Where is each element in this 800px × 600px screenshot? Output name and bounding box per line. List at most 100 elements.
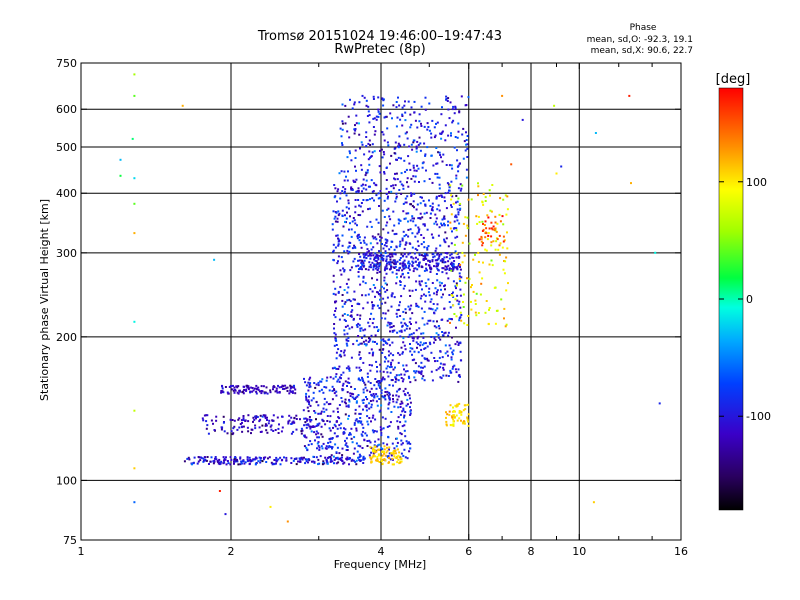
data-point xyxy=(119,174,122,177)
data-point xyxy=(366,445,369,447)
data-point xyxy=(456,165,459,168)
data-point xyxy=(383,244,386,247)
data-point xyxy=(470,286,472,289)
data-point xyxy=(325,379,328,382)
data-point xyxy=(390,326,393,328)
data-point xyxy=(354,199,357,201)
data-point xyxy=(452,265,455,268)
data-point xyxy=(337,255,340,258)
data-point xyxy=(430,336,433,338)
data-point xyxy=(348,298,351,301)
data-point xyxy=(313,410,316,412)
data-point xyxy=(451,351,454,354)
data-point xyxy=(465,139,468,141)
data-point xyxy=(417,231,420,234)
data-point xyxy=(290,432,293,435)
data-point xyxy=(376,370,379,373)
data-point xyxy=(359,369,362,372)
data-point xyxy=(429,319,432,322)
data-point xyxy=(427,319,430,322)
data-point xyxy=(328,445,331,448)
data-point xyxy=(384,391,387,393)
data-point xyxy=(375,256,378,259)
data-point xyxy=(445,266,448,268)
data-point xyxy=(371,394,374,397)
data-point xyxy=(401,115,404,117)
data-point xyxy=(232,389,235,392)
data-point xyxy=(451,367,454,370)
data-point xyxy=(491,184,494,186)
data-point xyxy=(371,277,373,280)
data-point xyxy=(347,286,350,289)
data-point xyxy=(421,366,424,369)
data-point xyxy=(458,162,461,165)
data-point xyxy=(388,452,391,455)
data-point xyxy=(400,295,403,298)
data-point xyxy=(449,221,452,224)
data-point xyxy=(346,156,349,159)
data-point xyxy=(344,398,347,401)
data-point xyxy=(371,307,374,310)
data-point xyxy=(338,172,341,175)
data-point xyxy=(453,266,456,269)
data-point xyxy=(346,179,349,182)
data-point xyxy=(434,220,437,223)
x-tick-label: 8 xyxy=(528,545,535,558)
data-point xyxy=(443,332,446,335)
data-point xyxy=(133,409,136,412)
data-point xyxy=(404,170,407,173)
data-point xyxy=(415,150,418,153)
data-point xyxy=(478,271,481,274)
data-point xyxy=(312,460,315,463)
data-point xyxy=(187,456,190,459)
data-point xyxy=(370,334,373,337)
data-point xyxy=(407,272,410,274)
data-point xyxy=(395,172,398,175)
data-point xyxy=(334,333,337,336)
data-point xyxy=(381,395,384,398)
data-point xyxy=(498,213,501,216)
data-point xyxy=(432,256,435,259)
data-point xyxy=(486,238,489,241)
data-point xyxy=(321,463,324,466)
data-point xyxy=(336,380,339,383)
data-point xyxy=(383,279,386,282)
data-point xyxy=(345,367,348,370)
data-point xyxy=(398,104,401,107)
data-point xyxy=(355,190,358,193)
data-point xyxy=(359,379,362,382)
data-point xyxy=(411,260,414,263)
data-point xyxy=(348,398,351,401)
data-point xyxy=(416,268,419,271)
data-point xyxy=(390,185,393,188)
data-point xyxy=(234,460,237,463)
data-point xyxy=(415,341,418,344)
data-point xyxy=(378,461,381,463)
data-point xyxy=(432,164,435,167)
data-point xyxy=(434,259,437,262)
data-point xyxy=(406,403,409,406)
data-point xyxy=(502,223,505,226)
data-point xyxy=(241,391,244,394)
data-point xyxy=(341,128,344,131)
data-point xyxy=(418,136,421,139)
data-point xyxy=(487,216,490,219)
data-point xyxy=(414,288,417,291)
data-point xyxy=(348,433,350,436)
data-point xyxy=(218,490,221,492)
data-point xyxy=(444,139,447,142)
data-point xyxy=(364,405,367,408)
data-point xyxy=(376,459,379,462)
data-point xyxy=(435,247,438,250)
data-point xyxy=(380,404,383,407)
data-point xyxy=(409,168,412,171)
data-point xyxy=(252,420,254,423)
colorbar-tick-label: 0 xyxy=(746,293,753,306)
data-point xyxy=(450,269,453,272)
data-point xyxy=(382,259,385,262)
data-point xyxy=(386,262,388,265)
data-point xyxy=(401,113,404,116)
data-point xyxy=(344,428,347,431)
data-point xyxy=(382,338,385,341)
data-point xyxy=(310,430,313,433)
